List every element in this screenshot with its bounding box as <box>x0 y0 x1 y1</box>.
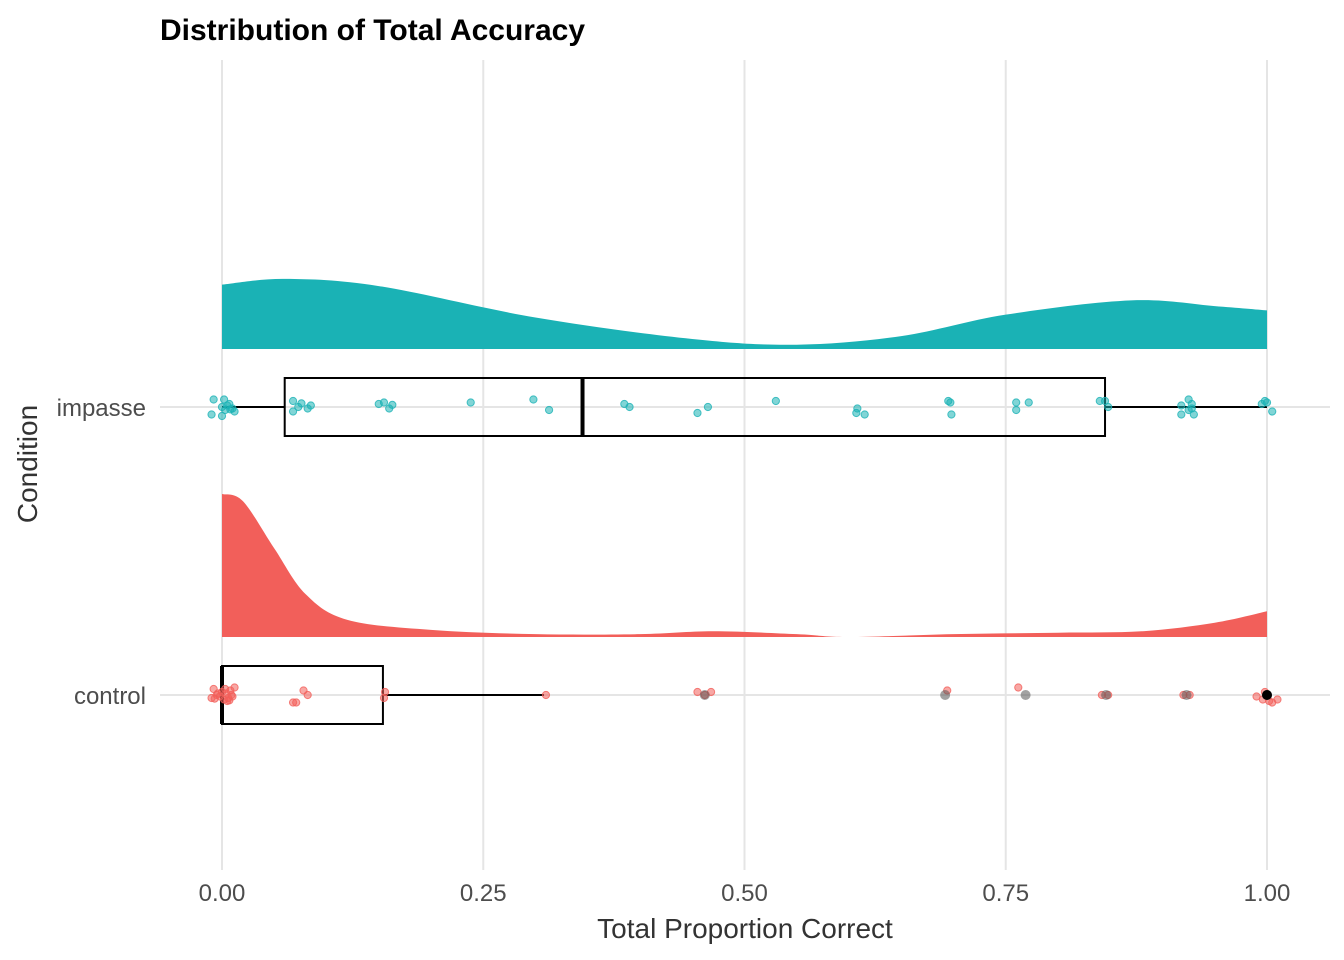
x-axis-tick-labels: 0.00 0.25 0.50 0.75 1.00 <box>199 880 1291 907</box>
outlier-control <box>699 690 710 700</box>
point-impasse <box>1024 398 1033 407</box>
point-impasse <box>771 396 780 406</box>
point-impasse <box>852 408 861 418</box>
point-control <box>225 696 234 705</box>
point-impasse <box>1012 398 1021 407</box>
point-impasse <box>1177 401 1186 410</box>
y-tick-label-impasse: impasse <box>57 395 146 422</box>
point-impasse <box>1104 402 1113 412</box>
point-control <box>292 698 301 707</box>
point-impasse <box>209 395 218 404</box>
point-impasse <box>544 405 554 415</box>
point-impasse <box>693 408 702 418</box>
y-axis-title: Condition <box>12 405 43 523</box>
jitter-points <box>207 395 1282 707</box>
point-control <box>221 684 230 694</box>
point-control <box>1014 683 1023 692</box>
point-impasse <box>1268 407 1277 416</box>
point-impasse <box>226 405 235 414</box>
density-cloud-impasse <box>222 278 1267 349</box>
x-tick-label: 0.50 <box>721 880 768 907</box>
x-tick-label: 0.75 <box>982 880 1029 907</box>
point-impasse <box>207 410 216 419</box>
x-tick-label: 0.25 <box>460 880 507 907</box>
point-control <box>213 689 222 698</box>
outlier-control-max <box>1262 690 1272 700</box>
y-tick-label-control: control <box>74 683 146 710</box>
point-control <box>380 687 390 697</box>
point-control <box>303 690 312 700</box>
point-impasse <box>379 398 389 407</box>
point-impasse <box>306 401 315 410</box>
point-impasse <box>388 400 397 409</box>
point-impasse <box>466 398 475 407</box>
point-impasse <box>703 402 713 412</box>
x-gridlines <box>221 60 1268 870</box>
outlier-control <box>1181 690 1192 700</box>
point-control <box>230 683 239 692</box>
x-tick-label: 1.00 <box>1244 880 1291 907</box>
point-impasse <box>288 396 298 406</box>
point-impasse <box>860 410 869 419</box>
outlier-control <box>940 690 951 700</box>
x-tick-label: 0.00 <box>199 880 246 907</box>
point-impasse <box>217 402 227 412</box>
outlier-control <box>1101 690 1112 700</box>
point-impasse <box>529 395 538 404</box>
point-impasse <box>297 399 306 408</box>
point-impasse <box>1012 405 1021 415</box>
point-impasse <box>1177 410 1186 419</box>
point-impasse <box>288 407 298 416</box>
point-control <box>1273 695 1282 704</box>
point-impasse <box>1189 410 1198 419</box>
outlier-control <box>1020 690 1031 700</box>
x-axis-title: Total Proportion Correct <box>597 913 893 944</box>
density-cloud-control <box>222 494 1267 637</box>
point-impasse <box>625 402 634 412</box>
y-axis-tick-labels: impasse control <box>57 395 146 710</box>
point-impasse <box>947 410 956 419</box>
point-impasse <box>1262 398 1272 407</box>
chart-title: Distribution of Total Accuracy <box>160 14 585 47</box>
point-impasse <box>1184 395 1193 404</box>
point-impasse <box>946 398 955 407</box>
density-clouds <box>222 278 1267 637</box>
point-control <box>541 690 551 700</box>
